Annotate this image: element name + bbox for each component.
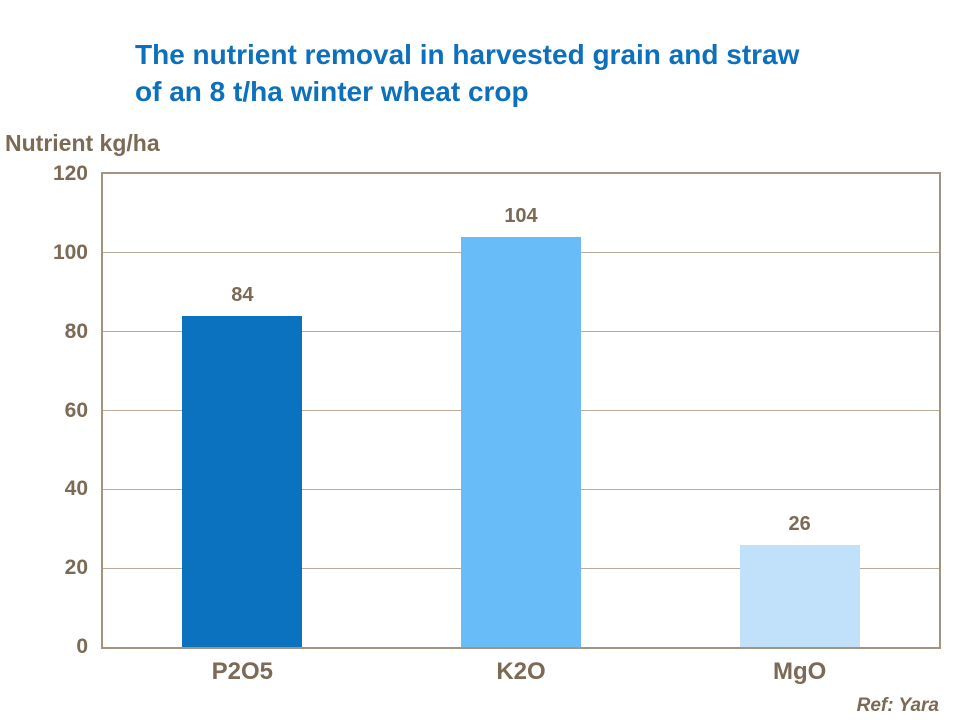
y-tick-label-40: 40 bbox=[64, 477, 88, 501]
bar-value-label-K2O: 104 bbox=[504, 205, 538, 228]
bar-K2O bbox=[461, 237, 581, 647]
y-tick-label-20: 20 bbox=[64, 556, 88, 580]
bar-value-label-MgO: 26 bbox=[788, 512, 811, 535]
bar-MgO bbox=[739, 544, 860, 647]
chart-title-line-1: The nutrient removal in harvested grain … bbox=[135, 39, 800, 70]
chart-title: The nutrient removal in harvested grain … bbox=[135, 36, 799, 110]
y-tick-label-80: 80 bbox=[64, 319, 88, 343]
bar-value-label-P2O5: 84 bbox=[231, 283, 254, 306]
y-axis-unit-label: Nutrient kg/ha bbox=[5, 130, 160, 156]
y-tick-label-100: 100 bbox=[52, 240, 88, 264]
y-tick-label-0: 0 bbox=[76, 635, 88, 658]
reference-note: Ref: Yara bbox=[856, 695, 939, 716]
plot-area: 84 104 26 bbox=[101, 172, 941, 649]
x-category-label-P2O5: P2O5 bbox=[211, 658, 274, 685]
x-category-label-K2O: K2O bbox=[496, 658, 546, 685]
y-tick-label-120: 120 bbox=[52, 162, 88, 185]
bar-P2O5 bbox=[182, 315, 303, 647]
y-tick-label-60: 60 bbox=[64, 398, 88, 422]
chart-title-line-2: of an 8 t/ha winter wheat crop bbox=[135, 76, 529, 107]
x-category-label-MgO: MgO bbox=[772, 658, 827, 685]
